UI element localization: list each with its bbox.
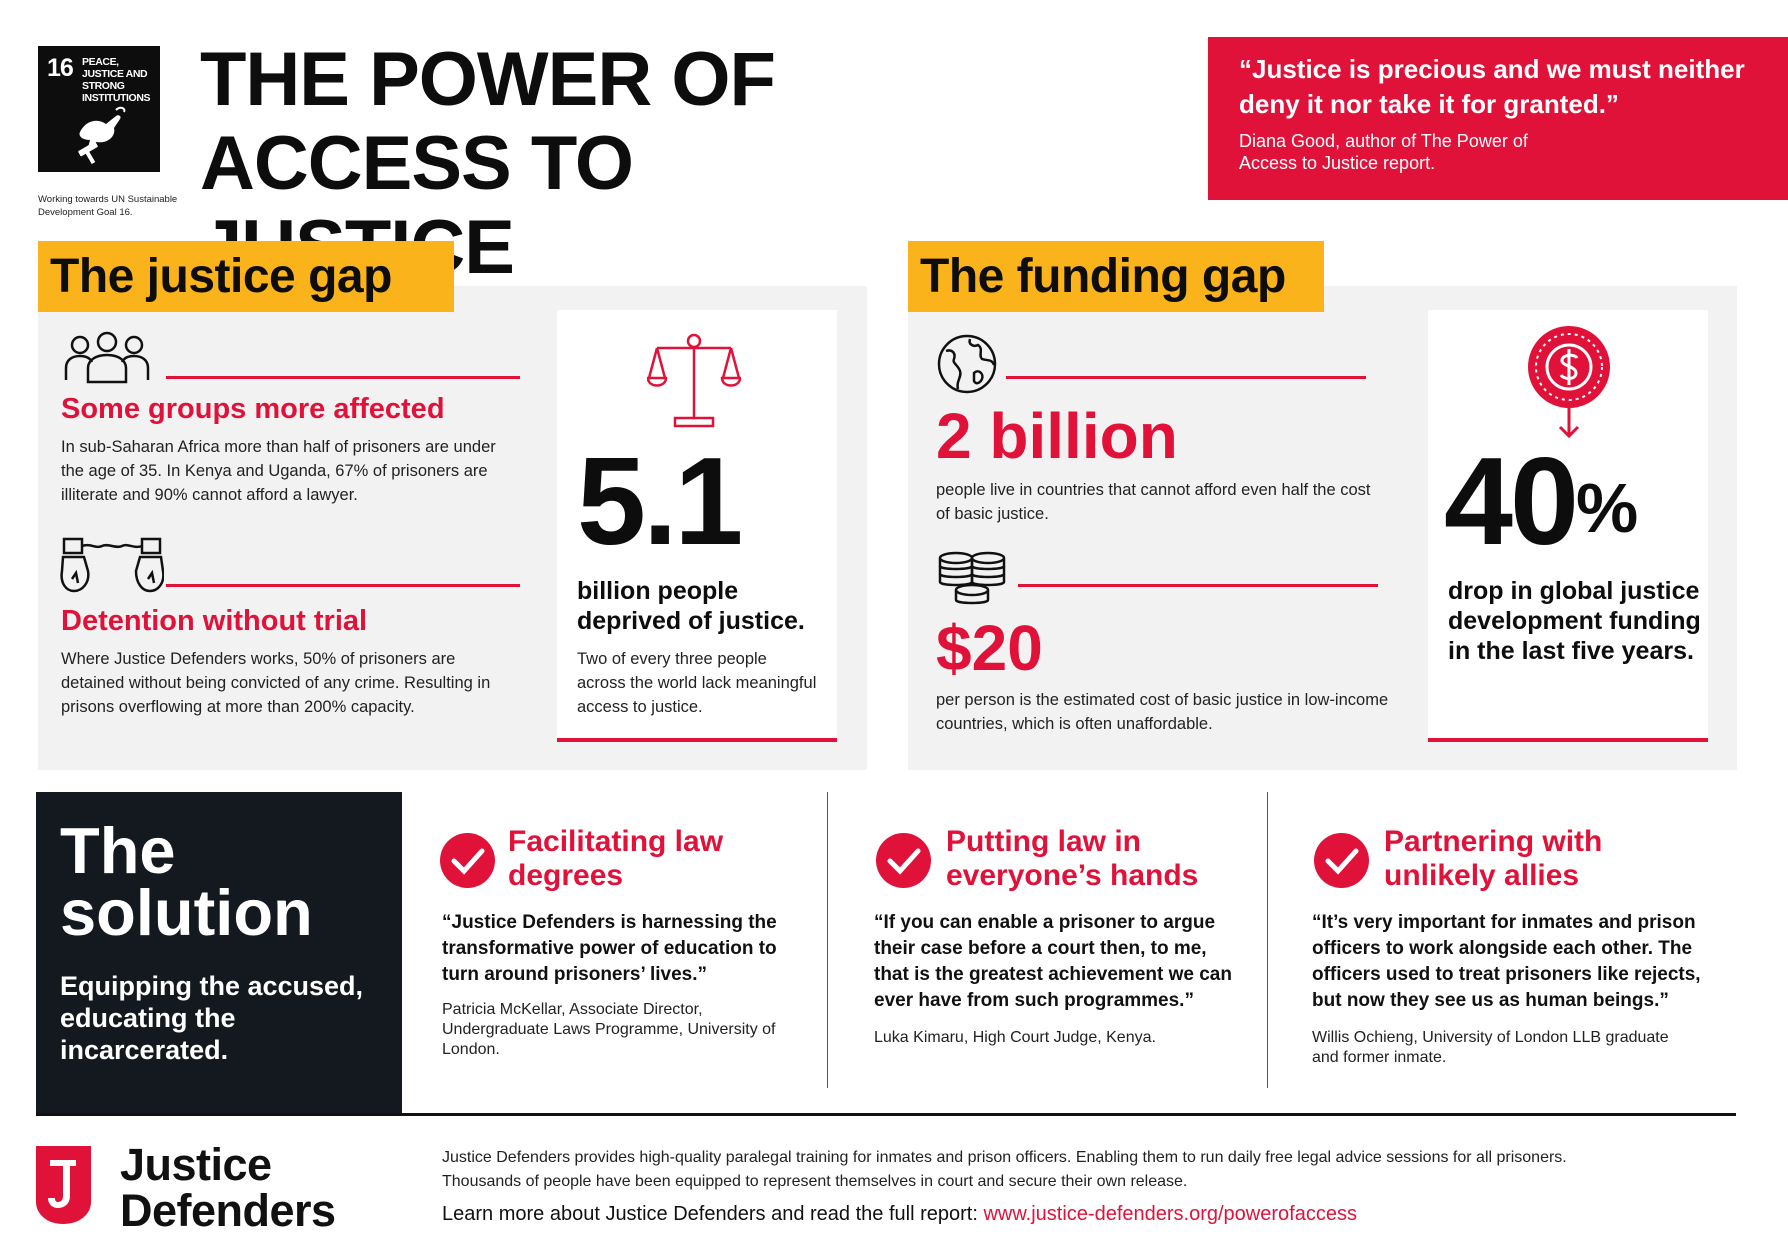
funding-gap-card: 40% drop in global justice development f… bbox=[1428, 310, 1708, 742]
stat-40-suffix: % bbox=[1575, 469, 1638, 547]
justice-gap-tag: The justice gap bbox=[38, 241, 454, 312]
divider bbox=[166, 376, 520, 379]
stat-40-percent: 40% bbox=[1444, 440, 1638, 564]
page-title: THE POWER OF ACCESS TO JUSTICE bbox=[200, 37, 776, 290]
justice-defenders-logo-mark bbox=[36, 1146, 91, 1224]
footer-divider bbox=[36, 1113, 1736, 1116]
quote-box: “Justice is precious and we must neither… bbox=[1208, 37, 1788, 200]
check-icon bbox=[440, 833, 495, 888]
stat-5-1: 5.1 bbox=[577, 433, 743, 571]
stat-20-dollars-body: per person is the estimated cost of basi… bbox=[936, 691, 1389, 733]
stat-20-dollars: $20 bbox=[936, 612, 1043, 684]
check-icon bbox=[876, 833, 931, 888]
dollar-down-icon bbox=[1528, 326, 1610, 439]
quote-author: Diana Good, author of The Power of Acces… bbox=[1239, 131, 1528, 173]
justice-defenders-logo-text: Justice Defenders bbox=[120, 1139, 336, 1236]
solution-quote-law-degrees: “Justice Defenders is harnessing the tra… bbox=[442, 912, 777, 985]
column-divider bbox=[827, 792, 828, 1088]
body-detention: Where Justice Defenders works, 50% of pr… bbox=[61, 650, 491, 716]
footer-report-link[interactable]: www.justice-defenders.org/powerofaccess bbox=[983, 1203, 1357, 1225]
divider bbox=[166, 584, 520, 587]
sdg-caption: Working towards UN Sustainable Developme… bbox=[38, 194, 178, 218]
solution-quote-allies: “It’s very important for inmates and pri… bbox=[1312, 912, 1701, 1011]
dove-gavel-icon bbox=[78, 106, 126, 164]
check-icon bbox=[1314, 833, 1369, 888]
stat-2-billion: 2 billion bbox=[936, 400, 1178, 472]
divider bbox=[1018, 584, 1378, 587]
coins-stack-icon bbox=[938, 551, 1006, 605]
solution-quote-law-hands: “If you can enable a prisoner to argue t… bbox=[874, 912, 1232, 1011]
quote-text: “Justice is precious and we must neither… bbox=[1239, 54, 1745, 119]
stat-40-label: drop in global justice development fundi… bbox=[1448, 577, 1701, 665]
people-group-icon bbox=[64, 331, 150, 384]
solution-cite-allies: Willis Ochieng, University of London LLB… bbox=[1312, 1029, 1669, 1066]
footer-text: Justice Defenders provides high-quality … bbox=[442, 1149, 1567, 1190]
sdg-label: PEACE, JUSTICE AND STRONG INSTITUTIONS bbox=[82, 56, 151, 104]
scales-icon bbox=[647, 333, 741, 428]
solution-title: The solution bbox=[60, 814, 313, 949]
stat-5-1-body: Two of every three people across the wor… bbox=[577, 650, 817, 716]
column-divider bbox=[1267, 792, 1268, 1088]
stat-40-number: 40 bbox=[1444, 433, 1579, 571]
footer-learn-more: Learn more about Justice Defenders and r… bbox=[442, 1203, 1742, 1226]
stat-5-1-label: billion people deprived of justice. bbox=[577, 577, 805, 635]
handcuffs-icon bbox=[60, 537, 164, 593]
solution-heading-law-hands: Putting law in everyone’s hands bbox=[946, 825, 1199, 892]
solution-heading-allies: Partnering with unlikely allies bbox=[1384, 825, 1603, 892]
body-groups-affected: In sub-Saharan Africa more than half of … bbox=[61, 438, 496, 504]
solution-box: The solution Equipping the accused, educ… bbox=[36, 792, 402, 1114]
heading-groups-affected: Some groups more affected bbox=[61, 393, 445, 425]
heading-detention: Detention without trial bbox=[61, 605, 368, 637]
solution-heading-law-degrees: Facilitating law degrees bbox=[508, 825, 724, 892]
divider bbox=[1006, 376, 1366, 379]
justice-gap-card: 5.1 billion people deprived of justice. … bbox=[557, 310, 837, 742]
solution-cite-law-degrees: Patricia McKellar, Associate Director, U… bbox=[442, 1001, 776, 1058]
footer-learn-more-text: Learn more about Justice Defenders and r… bbox=[442, 1203, 978, 1225]
globe-icon bbox=[937, 334, 997, 394]
funding-gap-tag: The funding gap bbox=[908, 241, 1324, 312]
sdg-badge: 16 PEACE, JUSTICE AND STRONG INSTITUTION… bbox=[38, 46, 160, 172]
solution-cite-law-hands: Luka Kimaru, High Court Judge, Kenya. bbox=[874, 1029, 1156, 1046]
stat-2-billion-body: people live in countries that cannot aff… bbox=[936, 481, 1371, 523]
sdg-number: 16 bbox=[47, 54, 74, 82]
solution-subtitle: Equipping the accused, educating the inc… bbox=[60, 971, 364, 1065]
